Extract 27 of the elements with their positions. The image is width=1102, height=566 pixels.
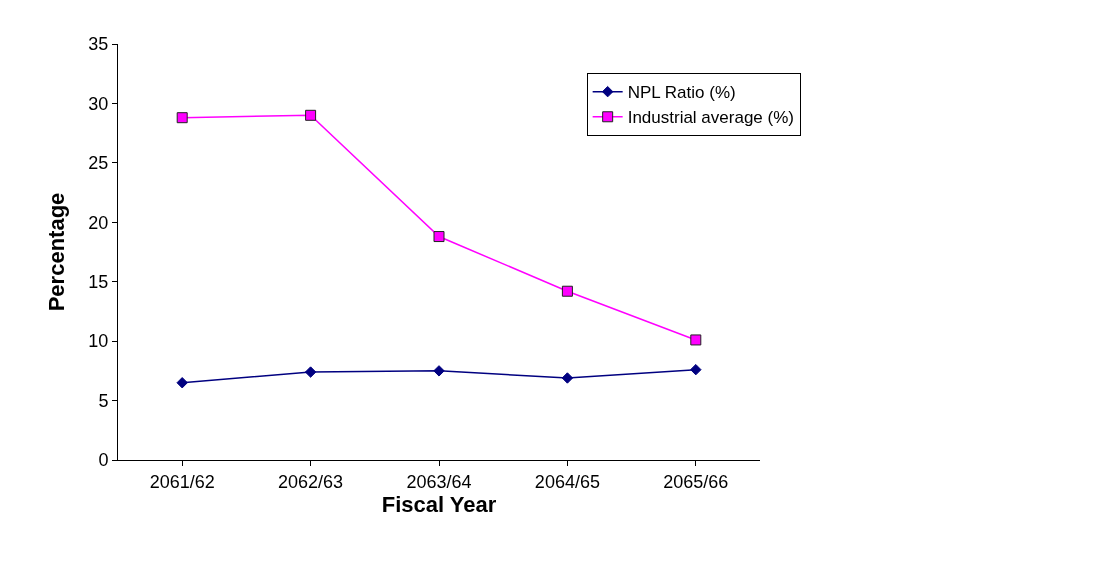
- point: [305, 109, 317, 121]
- point: [176, 112, 188, 124]
- x-tick-label: 2065/66: [663, 471, 729, 492]
- y-tick-label: 20: [88, 212, 109, 233]
- point: [433, 231, 445, 243]
- point: [690, 363, 702, 376]
- y-tick-label: 10: [88, 331, 109, 352]
- y-tick-label: 0: [98, 450, 109, 471]
- point: [433, 365, 445, 377]
- x-tick-label: 2061/62: [149, 471, 215, 492]
- x-axis-title: Fiscal Year: [381, 491, 497, 517]
- point: [561, 372, 574, 384]
- y-tick-label: 5: [98, 390, 109, 411]
- point: [690, 334, 702, 346]
- point: [561, 285, 573, 297]
- x-tick-label: 2063/64: [406, 471, 472, 492]
- legend-label: NPL Ratio (%): [627, 83, 736, 103]
- x-tick-label: 2064/65: [534, 471, 600, 492]
- x-tick-label: 2062/63: [278, 471, 344, 492]
- legend-label: Industrial average (%): [627, 108, 794, 128]
- y-tick-label: 30: [88, 93, 109, 114]
- y-tick-label: 15: [88, 272, 109, 293]
- y-tick-label: 25: [88, 153, 109, 174]
- point: [176, 377, 188, 389]
- point: [304, 366, 317, 378]
- y-axis-title: Percentage: [44, 192, 69, 312]
- y-tick-label: 35: [88, 34, 109, 55]
